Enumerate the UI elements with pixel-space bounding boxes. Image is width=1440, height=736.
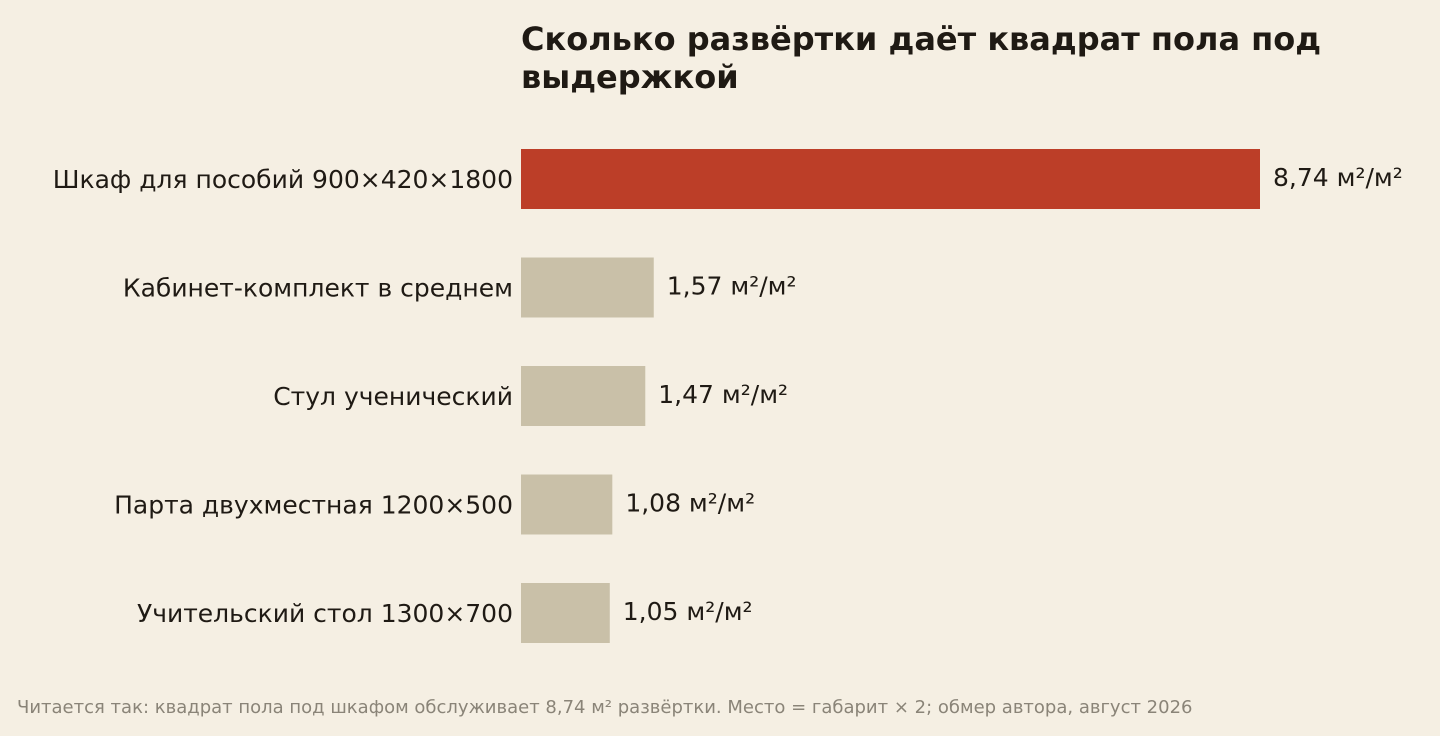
chart-title: Сколько развёртки даёт квадрат пола под … — [521, 20, 1322, 96]
bar-3 — [521, 474, 613, 535]
value-label-0: 8,74 м²/м² — [1273, 163, 1403, 192]
bar-2 — [521, 366, 646, 426]
bar-0 — [521, 149, 1260, 209]
category-label-1: Кабинет-комплект в среднем — [123, 274, 513, 303]
category-label-2: Стул ученический — [273, 382, 513, 411]
bar-4 — [521, 583, 610, 643]
value-label-1: 1,57 м²/м² — [667, 272, 797, 301]
chart-footnote: Читается так: квадрат пола под шкафом об… — [17, 697, 1193, 718]
category-label-3: Парта двухместная 1200×500 — [114, 491, 513, 520]
category-label-4: Учительский стол 1300×700 — [137, 599, 513, 628]
category-label-0: Шкаф для пособий 900×420×1800 — [53, 165, 513, 194]
value-label-2: 1,47 м²/м² — [658, 380, 788, 409]
value-label-4: 1,05 м²/м² — [623, 597, 753, 626]
bar-1 — [521, 257, 654, 318]
value-label-3: 1,08 м²/м² — [625, 489, 755, 518]
